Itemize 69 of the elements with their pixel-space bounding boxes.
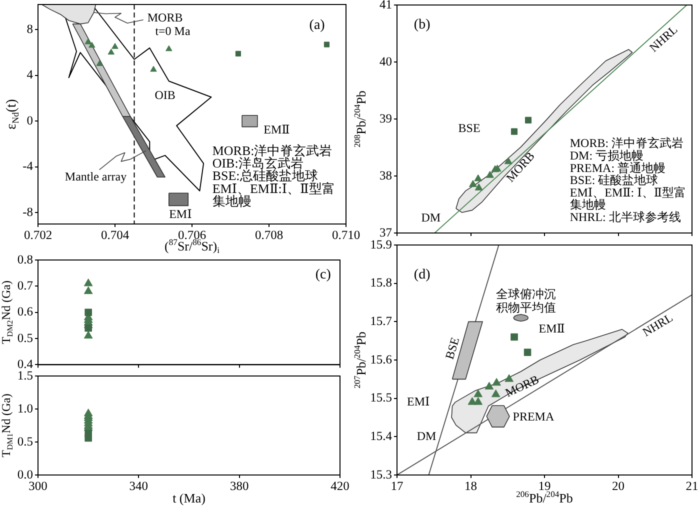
annotation: EMⅠ: [407, 394, 430, 408]
annotation: (a): [309, 18, 326, 34]
annotation: EMⅡ: [538, 321, 565, 336]
annotation: BSE: [442, 336, 462, 361]
y-tick-label: 15.6: [370, 352, 392, 366]
x-tick-label: 420: [330, 478, 350, 493]
y-tick-label: 0.5: [17, 434, 33, 448]
y-tick-label: 39: [380, 111, 392, 126]
y-tick-label: 0.7: [17, 278, 33, 292]
y-tick-label: 15.8: [370, 276, 392, 290]
y-tick-label: 37: [380, 225, 392, 240]
x-tick-label: 300: [28, 478, 48, 493]
annotation: MORB: 洋中脊玄武岩: [570, 136, 684, 150]
annotation: (d): [414, 268, 431, 283]
annotation: NHRL: 北半球参考线: [570, 210, 681, 224]
annotation: OIB: [154, 88, 176, 102]
y-tick-label: 8: [26, 22, 33, 36]
annotation: BSE: [458, 120, 480, 135]
x-tick-label: 340: [129, 478, 148, 493]
y-tick-label: 4: [26, 68, 34, 82]
y-axis-title: 207Pb/204Pb: [352, 332, 368, 388]
y-tick-label: 15.7: [370, 314, 392, 328]
y-tick-label: 38: [380, 168, 392, 182]
y-tick-label: 15.3: [370, 467, 392, 482]
annotation: PREMA: 普通地幔: [570, 160, 666, 175]
y-tick-label: 15.4: [370, 428, 393, 443]
annotation: t=0 Ma: [155, 24, 191, 38]
y-tick-label: 40: [380, 54, 392, 68]
annotation: MORB: [147, 10, 183, 24]
y-tick-label: 15.9: [370, 237, 392, 252]
x-tick-label: 18: [464, 478, 477, 493]
annotation: 全球俯冲沉积物平均值: [496, 286, 556, 314]
annotation: Mantle array: [64, 169, 127, 184]
y-tick-label: 0.5: [17, 330, 33, 345]
annotation: EMⅠ: [169, 207, 192, 222]
annotation: DM: [416, 428, 436, 443]
y-axis-title: 208Pb/204Pb: [352, 90, 368, 148]
x-tick-label: 21: [686, 478, 698, 493]
x-tick-label: 380: [230, 478, 249, 493]
y-axis-title: εNd(t): [4, 98, 21, 130]
annotation: (b): [414, 18, 431, 33]
y-tick-label: 1.5: [17, 368, 33, 382]
annotation: MORB:洋中脊玄武岩: [212, 142, 332, 158]
y-tick-label: 15.5: [370, 390, 392, 405]
y-tick-label: 1.0: [17, 401, 33, 416]
annotation: EMⅡ: [264, 122, 290, 136]
y-tick-label: 0.6: [17, 304, 33, 319]
x-tick-label: 20: [612, 478, 624, 493]
y-tick-label: -4: [22, 159, 34, 174]
y-tick-label: 41: [380, 0, 392, 12]
annotation: EMⅠ、EMⅡ:Ⅰ、Ⅱ型富集地幔: [212, 180, 335, 208]
x-tick-label: 0.702: [24, 228, 52, 242]
annotation: EMⅠ、EMⅡ: Ⅰ、Ⅱ型富集地幔: [570, 185, 686, 212]
annotation: DM: [421, 210, 441, 224]
annotation: (c): [315, 267, 332, 282]
x-tick-label: 0.708: [254, 228, 284, 242]
y-tick-label: 0.0: [17, 467, 33, 482]
annotation: DM: 亏损地幔: [570, 148, 644, 163]
annotation: BSE: 硅酸盐地球: [570, 173, 658, 188]
y-tick-label: 0.4: [17, 356, 34, 371]
x-tick-label: 0.704: [100, 228, 130, 242]
y-tick-label: 0.8: [17, 252, 33, 266]
annotation: BSE:总硅酸盐地球: [212, 168, 318, 184]
y-tick-label: 0: [26, 113, 33, 128]
x-tick-label: 17: [390, 478, 404, 493]
annotation: PREMA: [512, 410, 554, 424]
x-tick-label: 0.710: [332, 228, 360, 242]
y-tick-label: -8: [22, 204, 33, 219]
x-axis-title: t (Ma): [172, 490, 206, 506]
